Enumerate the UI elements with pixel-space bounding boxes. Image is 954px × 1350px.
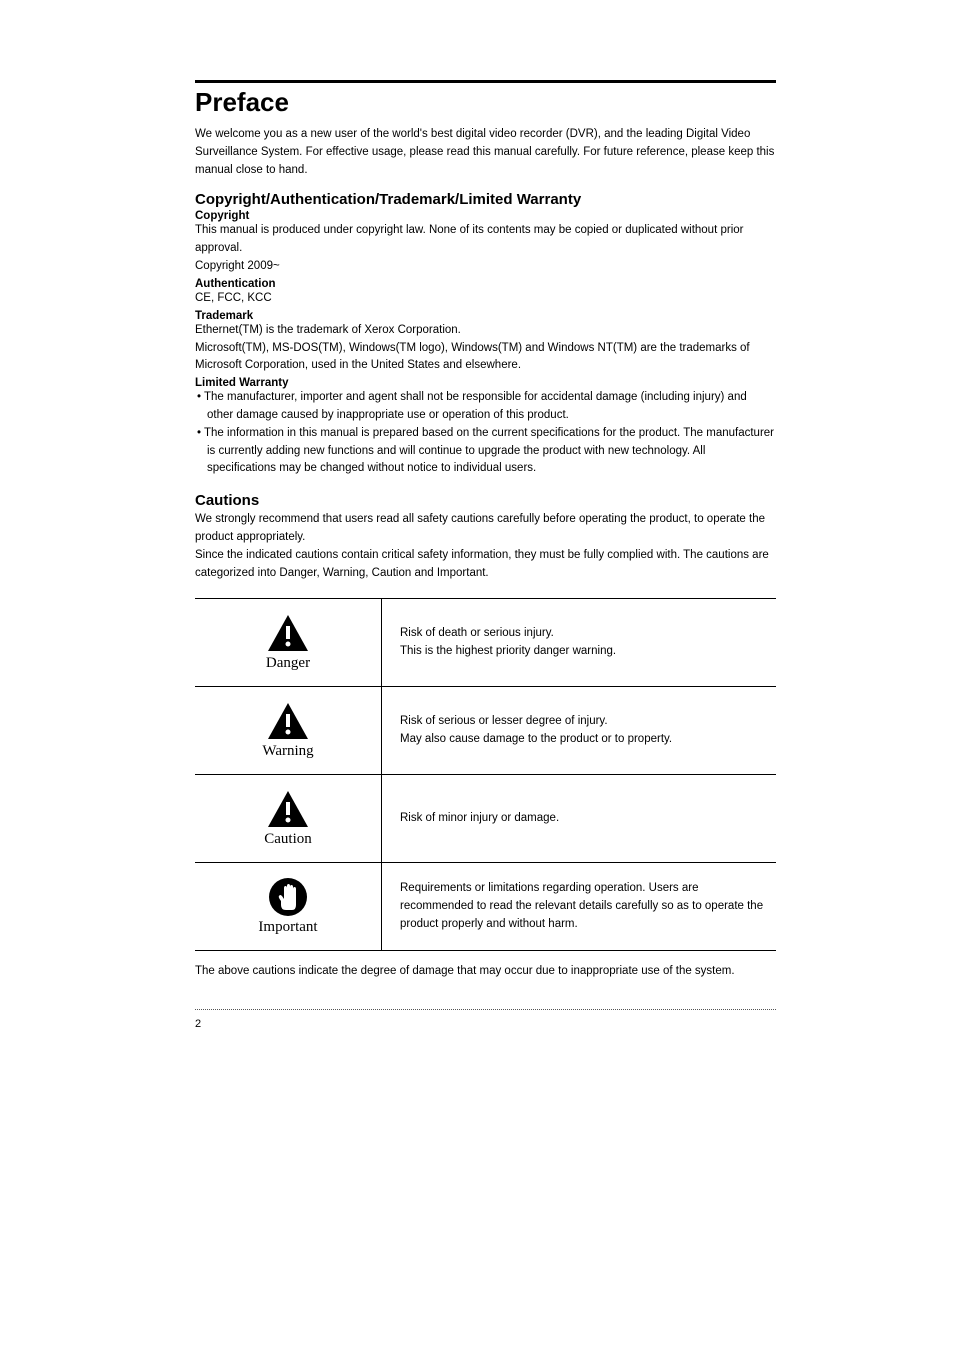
desc-line: Requirements or limitations regarding op… [400,880,768,933]
trademark-text-2: Microsoft(TM), MS-DOS(TM), Windows(TM lo… [195,340,776,376]
icon-label: Important [258,919,317,936]
authentication-label: Authentication [195,278,776,290]
warning-triangle-icon [266,613,310,653]
table-row: Warning Risk of serious or lesser degree… [195,687,776,775]
page-number: 2 [195,1018,201,1030]
footer-rule: 2 [195,1009,776,1032]
authentication-text: CE, FCC, KCC [195,290,776,308]
warranty-label: Limited Warranty [195,377,776,389]
cautions-footer-text: The above cautions indicate the degree o… [195,963,776,981]
desc-line: Risk of death or serious injury. [400,625,768,643]
desc-cell: Risk of minor injury or damage. [382,775,777,863]
table-row: Danger Risk of death or serious injury. … [195,599,776,687]
desc-line: This is the highest priority danger warn… [400,643,768,661]
icon-label: Danger [266,655,310,672]
table-row: Important Requirements or limitations re… [195,863,776,951]
warranty-bullet-1: • The manufacturer, importer and agent s… [195,389,776,425]
icon-cell-caution: Caution [195,775,382,863]
cautions-table: Danger Risk of death or serious injury. … [195,598,776,951]
copyright-text: This manual is produced under copyright … [195,222,776,258]
cautions-intro-2: Since the indicated cautions contain cri… [195,547,776,583]
desc-cell: Requirements or limitations regarding op… [382,863,777,951]
intro-paragraph: We welcome you as a new user of the worl… [195,126,776,179]
page-title: Preface [195,87,776,118]
icon-cell-warning: Warning [195,687,382,775]
copyright-heading: Copyright/Authentication/Trademark/Limit… [195,191,776,208]
desc-line: Risk of serious or lesser degree of inju… [400,713,768,731]
warning-triangle-icon [266,701,310,741]
desc-line: Risk of minor injury or damage. [400,810,768,828]
icon-cell-important: Important [195,863,382,951]
copyright-label: Copyright [195,210,776,222]
table-row: Caution Risk of minor injury or damage. [195,775,776,863]
cautions-intro-1: We strongly recommend that users read al… [195,511,776,547]
icon-label: Warning [262,743,313,760]
hand-stop-icon [268,877,308,917]
desc-line: May also cause damage to the product or … [400,731,768,749]
trademark-text-1: Ethernet(TM) is the trademark of Xerox C… [195,322,776,340]
desc-cell: Risk of serious or lesser degree of inju… [382,687,777,775]
copyright-year: Copyright 2009~ [195,258,776,276]
icon-label: Caution [264,831,312,848]
trademark-label: Trademark [195,310,776,322]
cautions-heading: Cautions [195,492,776,509]
warranty-bullet-2: • The information in this manual is prep… [195,425,776,478]
top-rule [195,80,776,83]
document-page: Preface We welcome you as a new user of … [0,0,954,1092]
desc-cell: Risk of death or serious injury. This is… [382,599,777,687]
warning-triangle-icon [266,789,310,829]
icon-cell-danger: Danger [195,599,382,687]
